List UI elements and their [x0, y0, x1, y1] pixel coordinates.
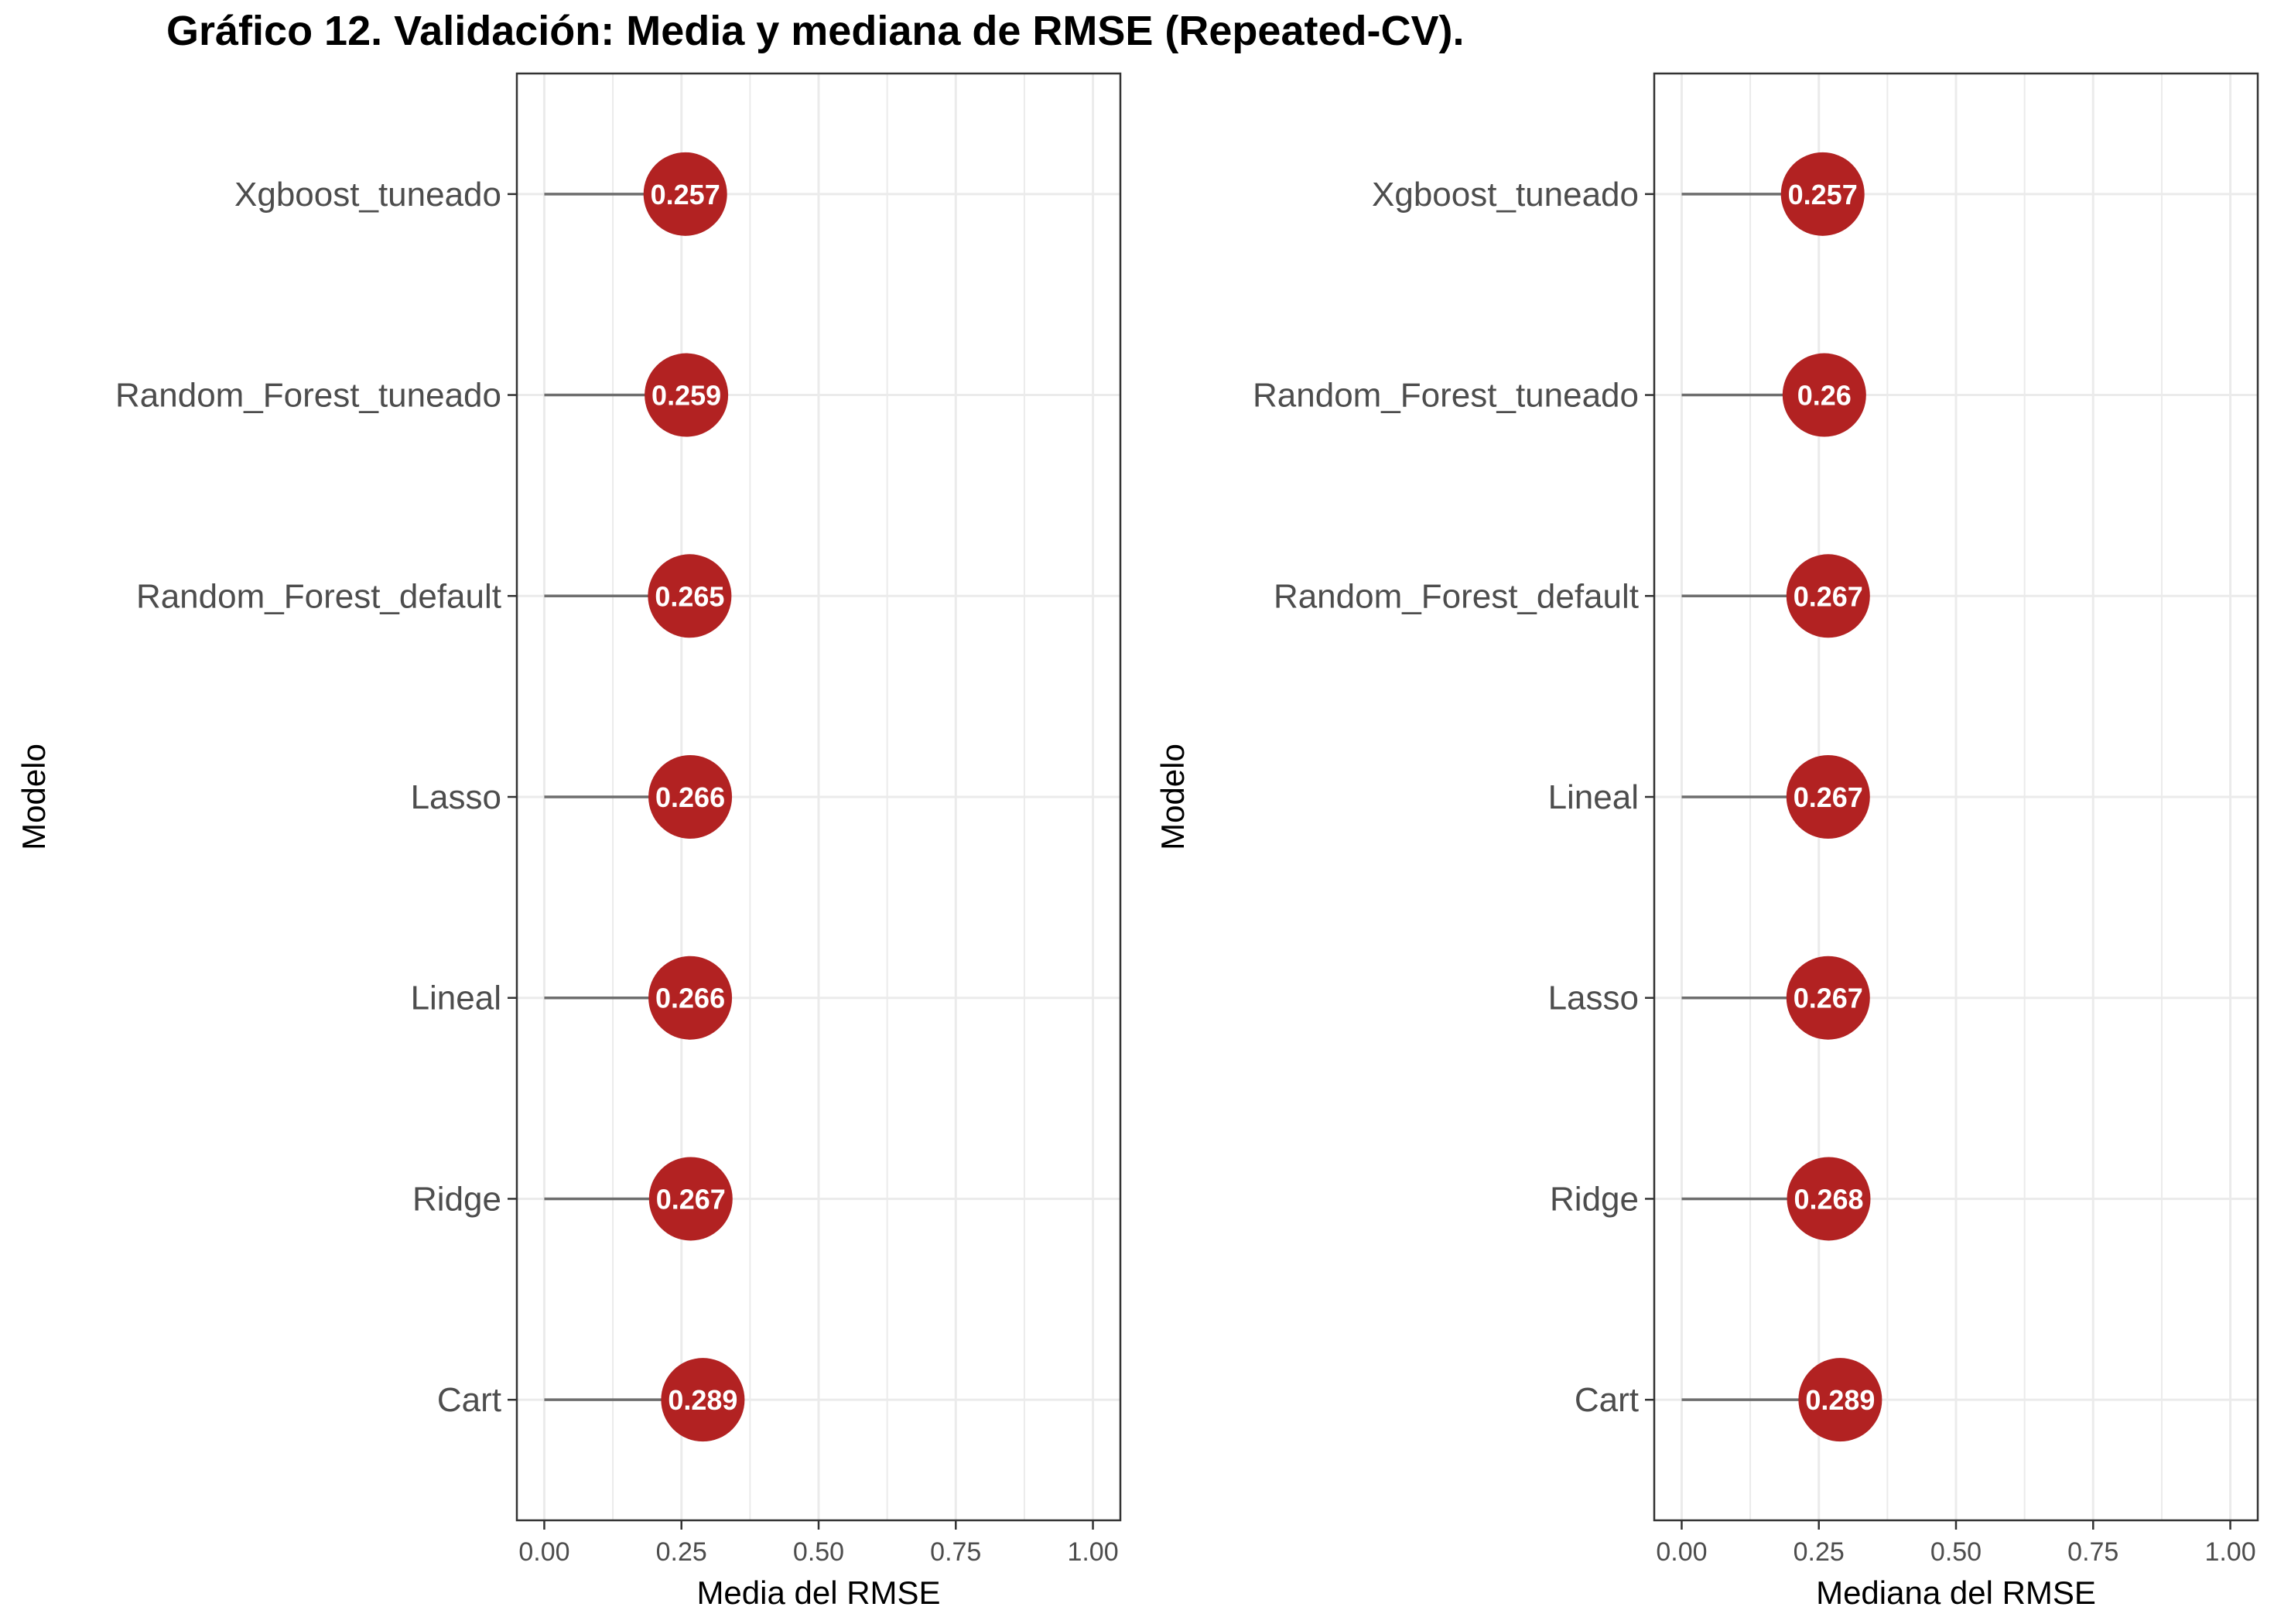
y-tick-label: Cart: [1575, 1381, 1639, 1419]
lollipop-point: [1786, 554, 1870, 638]
x-tick-label: 0.75: [2067, 1537, 2118, 1567]
y-tick-label: Ridge: [412, 1180, 501, 1218]
y-tick-label: Xgboost_tuneado: [234, 176, 501, 214]
data-label: 0.266: [655, 983, 725, 1014]
lollipop-point: [1782, 353, 1866, 437]
y-tick-label: Random_Forest_tuneado: [115, 377, 501, 415]
panel-mean-rmse: 0.257 0.259 0.265 0.266 0.266 0.267 0.289 Xgboo…: [15, 72, 1122, 1611]
data-label: 0.257: [1788, 179, 1858, 210]
y-tick-label: Random_Forest_default: [1274, 577, 1639, 615]
y-axis-title: Modelo: [15, 744, 52, 850]
lollipop-point: [1786, 755, 1870, 839]
y-tick-label: Lineal: [411, 980, 501, 1017]
y-axis-title: Modelo: [1154, 744, 1191, 850]
x-tick-label: 0.25: [1794, 1537, 1845, 1567]
data-label: 0.267: [1794, 580, 1863, 612]
y-tick-label: Lasso: [411, 778, 501, 816]
lollipop-point: [1786, 956, 1870, 1040]
y-tick-label: Xgboost_tuneado: [1372, 176, 1639, 214]
y-tick-label: Ridge: [1550, 1180, 1639, 1218]
lollipop-point: [645, 353, 729, 437]
data-label: 0.266: [655, 781, 725, 813]
x-axis-title: Media del RMSE: [696, 1574, 940, 1611]
y-tick-label: Random_Forest_default: [136, 577, 501, 615]
chart-title: Gráfico 12. Validación: Media y mediana …: [166, 8, 1464, 54]
lollipop-point: [1798, 1358, 1882, 1442]
lollipop-point: [1780, 152, 1865, 236]
data-label: 0.267: [656, 1183, 726, 1215]
x-tick-label: 1.00: [2204, 1537, 2255, 1567]
y-tick-label: Lasso: [1548, 980, 1639, 1017]
x-tick-label: 0.50: [793, 1537, 844, 1567]
lollipop-point: [1787, 1157, 1871, 1241]
x-tick-label: 0.25: [656, 1537, 707, 1567]
lollipop-point: [643, 152, 727, 236]
data-label: 0.26: [1797, 380, 1852, 412]
data-label: 0.259: [651, 380, 721, 412]
data-label: 0.289: [668, 1384, 737, 1416]
lollipop-point: [661, 1358, 745, 1442]
y-tick-label: Lineal: [1548, 778, 1639, 816]
lollipop-point: [648, 1157, 733, 1241]
x-tick-label: 1.00: [1067, 1537, 1118, 1567]
lollipop-point: [648, 554, 732, 638]
y-tick-label: Random_Forest_tuneado: [1253, 377, 1639, 415]
lollipop-point: [648, 956, 733, 1040]
x-tick-label: 0.50: [1930, 1537, 1982, 1567]
x-tick-label: 0.00: [1656, 1537, 1707, 1567]
x-tick-label: 0.00: [518, 1537, 569, 1567]
data-label: 0.289: [1805, 1384, 1875, 1416]
x-tick-label: 0.75: [930, 1537, 981, 1567]
x-axis-title: Mediana del RMSE: [1816, 1574, 2096, 1611]
data-label: 0.265: [655, 580, 724, 612]
data-label: 0.268: [1794, 1183, 1863, 1215]
lollipop-point: [648, 755, 733, 839]
data-label: 0.267: [1794, 983, 1863, 1014]
panel-median-rmse: 0.257 0.26 0.267 0.267 0.267 0.268 0.289 Xgboos…: [1154, 72, 2259, 1611]
y-tick-label: Cart: [437, 1381, 501, 1419]
data-label: 0.257: [651, 179, 720, 210]
data-label: 0.267: [1794, 781, 1863, 813]
